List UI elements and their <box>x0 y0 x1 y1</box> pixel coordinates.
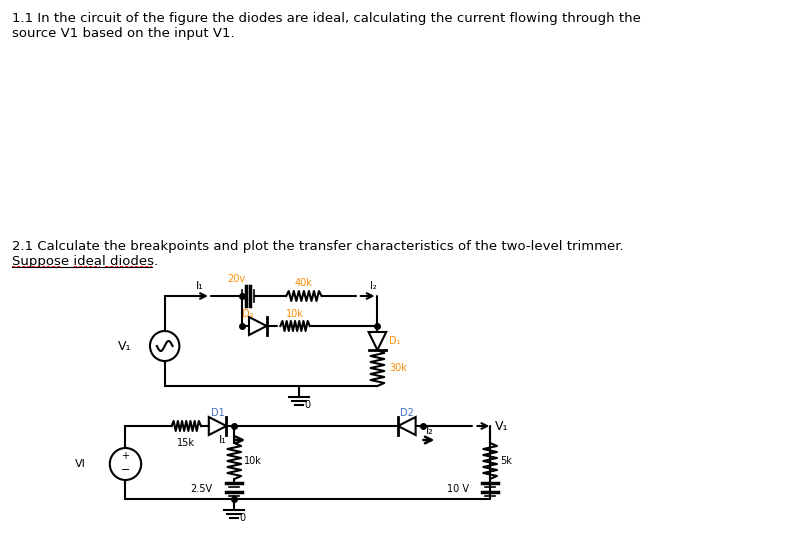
Text: source V1 based on the input V1.: source V1 based on the input V1. <box>12 27 234 40</box>
Text: Suppose ideal diodes.: Suppose ideal diodes. <box>12 255 158 268</box>
Text: 10k: 10k <box>244 456 261 466</box>
Text: VI: VI <box>75 459 86 469</box>
Text: D₂: D₂ <box>242 309 253 319</box>
Text: 30k: 30k <box>389 363 407 373</box>
Text: I₂: I₂ <box>369 281 376 291</box>
Text: I₁: I₁ <box>218 435 226 445</box>
Text: 15k: 15k <box>177 438 195 448</box>
Text: I₁: I₁ <box>196 281 204 291</box>
Text: −: − <box>120 465 130 475</box>
Text: D2: D2 <box>399 408 413 418</box>
Text: 10k: 10k <box>286 309 304 319</box>
Text: 1.1 In the circuit of the figure the diodes are ideal, calculating the current f: 1.1 In the circuit of the figure the dio… <box>12 12 640 25</box>
Text: D1: D1 <box>210 408 225 418</box>
Text: D₁: D₁ <box>389 336 400 346</box>
Text: 10 V: 10 V <box>446 484 468 494</box>
Text: 2.5V: 2.5V <box>190 484 213 494</box>
Text: I₂: I₂ <box>425 426 432 436</box>
Text: 0: 0 <box>303 400 310 410</box>
Text: V₁: V₁ <box>118 340 132 352</box>
Text: 5k: 5k <box>500 456 511 466</box>
Text: 20v: 20v <box>227 274 245 284</box>
Text: 2.1 Calculate the breakpoints and plot the transfer characteristics of the two-l: 2.1 Calculate the breakpoints and plot t… <box>12 240 622 253</box>
Text: 0: 0 <box>239 513 245 523</box>
Text: +: + <box>120 451 128 461</box>
Text: 40k: 40k <box>294 278 313 288</box>
Text: V₁: V₁ <box>494 419 508 433</box>
